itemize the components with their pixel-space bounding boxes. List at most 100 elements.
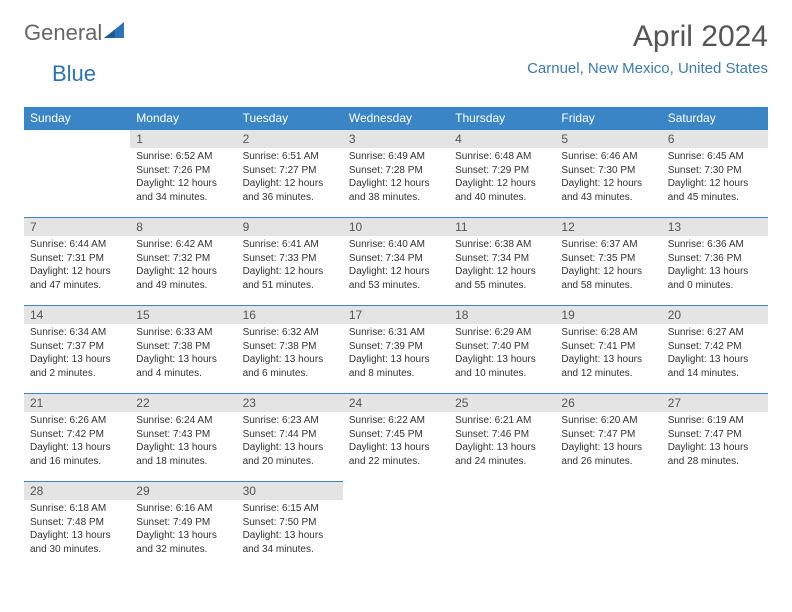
daylight-text: and 10 minutes. (455, 367, 549, 381)
page: General April 2024 Carnuel, New Mexico, … (0, 0, 792, 590)
calendar-row: 7 Sunrise: 6:44 AMSunset: 7:31 PM Daylight… (24, 218, 768, 306)
calendar-cell: 12Sunrise: 6:37 AMSunset: 7:35 PMDayligh… (555, 218, 661, 306)
daylight-text: and 36 minutes. (243, 191, 337, 205)
daylight-text: Daylight: 12 hours (349, 177, 443, 191)
sunrise-text: Sunrise: 6:42 AM (136, 238, 230, 252)
sunset-text: Sunset: 7:40 PM (455, 340, 549, 354)
day-number: 7 (24, 218, 130, 236)
cell-body: Sunrise: 6:40 AMSunset: 7:34 PMDaylight:… (343, 236, 449, 294)
calendar-cell: 5Sunrise: 6:46 AMSunset: 7:30 PMDaylight… (555, 130, 661, 218)
calendar-cell: 22Sunrise: 6:24 AMSunset: 7:43 PMDayligh… (130, 394, 236, 482)
calendar-cell (343, 482, 449, 570)
day-number: 27 (662, 394, 768, 412)
calendar-cell: 14Sunrise: 6:34 AMSunset: 7:37 PMDayligh… (24, 306, 130, 394)
calendar-cell: 20Sunrise: 6:27 AMSunset: 7:42 PMDayligh… (662, 306, 768, 394)
logo-triangle-icon (104, 22, 126, 45)
cell-body: Sunrise: 6:15 AMSunset: 7:50 PMDaylight:… (237, 500, 343, 558)
calendar-cell: 29Sunrise: 6:16 AMSunset: 7:49 PMDayligh… (130, 482, 236, 570)
sunset-text: Sunset: 7:48 PM (30, 516, 124, 530)
daylight-text: Daylight: 12 hours (668, 177, 762, 191)
calendar-cell: 26Sunrise: 6:20 AMSunset: 7:47 PMDayligh… (555, 394, 661, 482)
weekday-row: Sunday Monday Tuesday Wednesday Thursday… (24, 107, 768, 130)
daylight-text: Daylight: 12 hours (136, 265, 230, 279)
sunset-text: Sunset: 7:31 PM (30, 252, 124, 266)
daylight-text: Daylight: 13 hours (136, 441, 230, 455)
sunrise-text: Sunrise: 6:22 AM (349, 414, 443, 428)
daylight-text: and 16 minutes. (30, 455, 124, 469)
sunset-text: Sunset: 7:38 PM (136, 340, 230, 354)
sunset-text: Sunset: 7:49 PM (136, 516, 230, 530)
daylight-text: and 14 minutes. (668, 367, 762, 381)
calendar-cell: 2Sunrise: 6:51 AMSunset: 7:27 PMDaylight… (237, 130, 343, 218)
daylight-text: Daylight: 13 hours (30, 529, 124, 543)
weekday-header: Monday (130, 107, 236, 130)
sunrise-text: Sunrise: 6:45 AM (668, 150, 762, 164)
calendar-cell (24, 130, 130, 218)
cell-body: Sunrise: 6:20 AMSunset: 7:47 PMDaylight:… (555, 412, 661, 470)
calendar-cell: 27Sunrise: 6:19 AMSunset: 7:47 PMDayligh… (662, 394, 768, 482)
calendar-cell: 23Sunrise: 6:23 AMSunset: 7:44 PMDayligh… (237, 394, 343, 482)
calendar-cell: 24Sunrise: 6:22 AMSunset: 7:45 PMDayligh… (343, 394, 449, 482)
daylight-text: and 24 minutes. (455, 455, 549, 469)
daylight-text: and 49 minutes. (136, 279, 230, 293)
daylight-text: Daylight: 13 hours (30, 353, 124, 367)
calendar-cell: 16Sunrise: 6:32 AMSunset: 7:38 PMDayligh… (237, 306, 343, 394)
sunset-text: Sunset: 7:27 PM (243, 164, 337, 178)
sunrise-text: Sunrise: 6:23 AM (243, 414, 337, 428)
daylight-text: and 58 minutes. (561, 279, 655, 293)
calendar-cell (662, 482, 768, 570)
day-number: 13 (662, 218, 768, 236)
daylight-text: Daylight: 13 hours (455, 353, 549, 367)
day-number: 30 (237, 482, 343, 500)
daylight-text: Daylight: 13 hours (668, 265, 762, 279)
sunrise-text: Sunrise: 6:27 AM (668, 326, 762, 340)
daylight-text: Daylight: 12 hours (243, 265, 337, 279)
sunrise-text: Sunrise: 6:38 AM (455, 238, 549, 252)
daylight-text: Daylight: 12 hours (136, 177, 230, 191)
calendar-cell: 1Sunrise: 6:52 AMSunset: 7:26 PMDaylight… (130, 130, 236, 218)
day-number (343, 482, 449, 486)
day-number: 22 (130, 394, 236, 412)
sunset-text: Sunset: 7:30 PM (561, 164, 655, 178)
day-number (662, 482, 768, 486)
sunrise-text: Sunrise: 6:16 AM (136, 502, 230, 516)
sunset-text: Sunset: 7:43 PM (136, 428, 230, 442)
day-number: 2 (237, 130, 343, 148)
day-number: 15 (130, 306, 236, 324)
cell-body: Sunrise: 6:16 AMSunset: 7:49 PMDaylight:… (130, 500, 236, 558)
sunrise-text: Sunrise: 6:36 AM (668, 238, 762, 252)
sunset-text: Sunset: 7:36 PM (668, 252, 762, 266)
sunrise-text: Sunrise: 6:48 AM (455, 150, 549, 164)
sunrise-text: Sunrise: 6:19 AM (668, 414, 762, 428)
day-number: 21 (24, 394, 130, 412)
sunset-text: Sunset: 7:32 PM (136, 252, 230, 266)
day-number: 16 (237, 306, 343, 324)
sunrise-text: Sunrise: 6:44 AM (30, 238, 124, 252)
weekday-header: Saturday (662, 107, 768, 130)
day-number: 3 (343, 130, 449, 148)
day-number: 26 (555, 394, 661, 412)
day-number: 29 (130, 482, 236, 500)
weekday-header: Thursday (449, 107, 555, 130)
daylight-text: and 34 minutes. (136, 191, 230, 205)
daylight-text: Daylight: 12 hours (561, 177, 655, 191)
daylight-text: Daylight: 13 hours (136, 353, 230, 367)
daylight-text: Daylight: 13 hours (668, 441, 762, 455)
daylight-text: and 43 minutes. (561, 191, 655, 205)
sunrise-text: Sunrise: 6:34 AM (30, 326, 124, 340)
daylight-text: Daylight: 12 hours (455, 265, 549, 279)
sunset-text: Sunset: 7:37 PM (30, 340, 124, 354)
daylight-text: Daylight: 13 hours (349, 441, 443, 455)
sunrise-text: Sunrise: 6:29 AM (455, 326, 549, 340)
calendar-row: 28Sunrise: 6:18 AMSunset: 7:48 PMDayligh… (24, 482, 768, 570)
cell-body: Sunrise: 6:45 AMSunset: 7:30 PMDaylight:… (662, 148, 768, 206)
calendar-cell: 7Sunrise: 6:44 AMSunset: 7:31 PMDaylight… (24, 218, 130, 306)
weekday-header: Tuesday (237, 107, 343, 130)
daylight-text: and 47 minutes. (30, 279, 124, 293)
month-title: April 2024 (527, 20, 768, 54)
sunset-text: Sunset: 7:39 PM (349, 340, 443, 354)
cell-body: Sunrise: 6:21 AMSunset: 7:46 PMDaylight:… (449, 412, 555, 470)
day-number (449, 482, 555, 486)
calendar-cell: 18Sunrise: 6:29 AMSunset: 7:40 PMDayligh… (449, 306, 555, 394)
logo-blue-text-wrap: Blue (52, 61, 792, 87)
